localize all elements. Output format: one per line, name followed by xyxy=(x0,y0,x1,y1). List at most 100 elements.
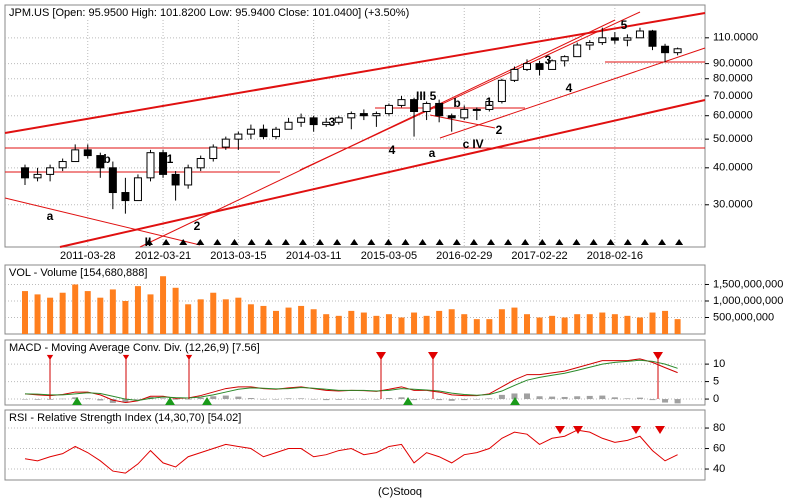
x-tick-label: 2011-03-28 xyxy=(60,250,115,262)
panel-title: MACD - Moving Average Conv. Div. (12,26,… xyxy=(9,342,260,354)
signal-marker xyxy=(487,239,495,245)
candle-body xyxy=(497,79,506,103)
histogram-bar xyxy=(360,399,367,400)
volume-bar xyxy=(34,294,41,334)
overbought-marker xyxy=(655,426,665,434)
histogram-bar xyxy=(398,397,405,400)
volume-bar xyxy=(486,319,493,334)
histogram-bar xyxy=(97,399,104,401)
candle-body xyxy=(635,30,644,39)
histogram-bar xyxy=(473,399,480,400)
signal-marker xyxy=(418,239,427,245)
candle-body xyxy=(523,63,531,70)
candle-body xyxy=(96,155,105,169)
signal-marker xyxy=(196,239,205,245)
volume-bar xyxy=(498,309,505,334)
candle-body xyxy=(196,158,205,169)
candle-body xyxy=(447,115,456,119)
candle-body xyxy=(661,45,670,54)
sell-marker xyxy=(428,352,438,360)
histogram-bar xyxy=(222,395,229,400)
volume-bar xyxy=(235,297,242,334)
candle-body xyxy=(297,117,306,123)
histogram-bar xyxy=(109,399,116,403)
buy-marker xyxy=(72,397,82,405)
volume-bar xyxy=(172,287,179,334)
histogram-bar xyxy=(524,393,530,400)
histogram-bar xyxy=(260,399,267,400)
panel-title: JPM.US [Open: 95.9500 High: 101.8200 Low… xyxy=(9,7,409,19)
histogram-bar xyxy=(273,399,279,400)
histogram-bar xyxy=(649,399,656,401)
histogram-bar xyxy=(34,399,41,400)
histogram-bar xyxy=(59,398,66,400)
x-tick-label: 2018-02-16 xyxy=(587,250,643,262)
signal-marker xyxy=(162,239,171,245)
x-tick-label: 2012-03-21 xyxy=(135,250,191,262)
volume-bar xyxy=(461,314,468,334)
plot xyxy=(22,352,681,405)
overbought-marker xyxy=(573,426,583,434)
histogram-bar xyxy=(323,399,330,401)
histogram-bar xyxy=(185,399,192,400)
candle-body xyxy=(133,177,142,202)
candle-body xyxy=(347,113,356,119)
volume-bar xyxy=(649,312,656,334)
candle-body xyxy=(121,192,130,202)
candle-body xyxy=(246,128,255,135)
signal-marker xyxy=(333,239,342,245)
wave-label: a xyxy=(47,209,54,223)
y-tick-label: 40 xyxy=(713,463,725,475)
candle-body xyxy=(21,167,29,179)
trend-line xyxy=(59,99,706,248)
volume-bar xyxy=(260,305,267,334)
y-tick-label: 1,000,000,000 xyxy=(713,295,783,307)
trend-line xyxy=(4,197,201,246)
histogram-bar xyxy=(335,399,342,400)
candle-body xyxy=(585,42,594,46)
volume-bar xyxy=(122,300,129,334)
wave-label: 5 xyxy=(430,89,437,103)
candle-body xyxy=(146,152,155,179)
y-tick-label: 110.0000 xyxy=(713,32,758,44)
signal-marker xyxy=(675,239,684,245)
histogram-bar xyxy=(285,398,292,400)
panel-title-bg xyxy=(7,410,244,425)
histogram-bar xyxy=(235,396,242,400)
histogram-bar xyxy=(84,398,91,400)
histogram-bar xyxy=(47,399,54,400)
candle-body xyxy=(384,104,393,115)
histogram-bar xyxy=(22,399,28,400)
candle-body xyxy=(71,149,80,163)
volume-bar xyxy=(247,304,254,334)
histogram-bar xyxy=(611,397,618,400)
wave-label: 4 xyxy=(566,81,573,95)
y-tick-label: 50.0000 xyxy=(713,133,753,145)
volume-bar xyxy=(22,291,28,334)
histogram-bar xyxy=(674,399,681,404)
volume-bar xyxy=(197,299,204,334)
volume-bar xyxy=(674,319,681,334)
wave-label: a xyxy=(429,146,436,160)
histogram-bar xyxy=(423,399,430,400)
signal-marker xyxy=(606,239,615,245)
candle-body xyxy=(372,113,381,117)
panel-title: VOL - Volume [154,680,888] xyxy=(9,267,147,279)
candle-body xyxy=(535,63,544,70)
volume-bar xyxy=(210,292,217,334)
volume-bar xyxy=(511,307,518,334)
y-tick-label: 70.0000 xyxy=(713,90,753,102)
plot xyxy=(22,276,681,334)
sell-marker xyxy=(376,352,386,360)
plot xyxy=(24,426,678,474)
histogram-bar xyxy=(586,395,593,400)
trend-line xyxy=(429,114,496,129)
trend-line xyxy=(439,47,706,139)
histogram-bar xyxy=(624,398,631,400)
signal-marker xyxy=(435,239,444,245)
candle-body xyxy=(272,128,280,138)
signal-marker xyxy=(640,239,649,245)
volume-bar xyxy=(109,289,116,334)
histogram-bar xyxy=(536,396,543,400)
